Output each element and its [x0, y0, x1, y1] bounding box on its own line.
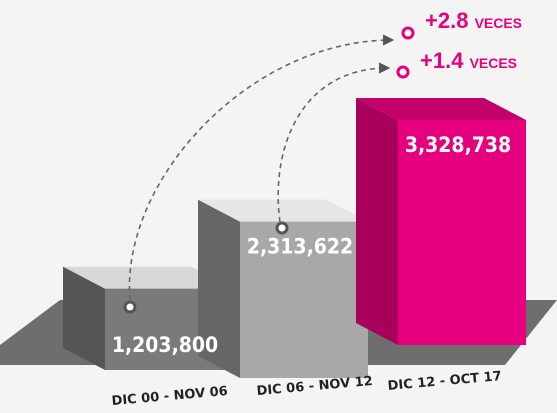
- bar: [398, 120, 526, 345]
- bar-top: [198, 199, 368, 222]
- value-label: 1,203,800: [112, 333, 218, 357]
- dot: [396, 65, 410, 79]
- dot: [123, 300, 137, 314]
- annotation: +2.8 VECES: [425, 8, 522, 33]
- value-label: 3,328,738: [405, 133, 511, 157]
- value-label: 2,313,622: [247, 235, 353, 259]
- bar-side: [356, 98, 398, 345]
- x-tick-label: DIC 12 - OCT 17: [387, 369, 502, 394]
- dot: [275, 221, 289, 235]
- bar-top: [356, 98, 526, 120]
- bar-top: [63, 266, 233, 289]
- annotation: +1.4 VECES: [420, 48, 517, 73]
- bar-side: [198, 199, 240, 378]
- bar-side: [63, 266, 105, 370]
- x-tick-label: DIC 00 - NOV 06: [111, 384, 228, 409]
- bar: [240, 221, 368, 378]
- dot: [401, 26, 415, 40]
- arc: [277, 62, 391, 223]
